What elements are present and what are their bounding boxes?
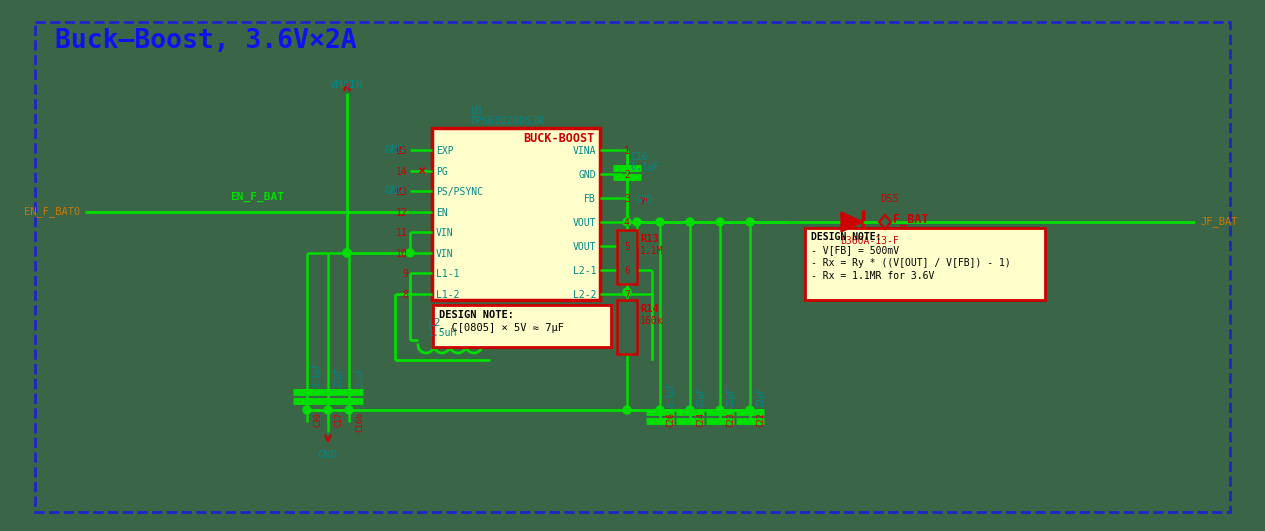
Circle shape bbox=[716, 406, 724, 414]
Circle shape bbox=[686, 218, 694, 226]
Text: GND: GND bbox=[385, 145, 405, 155]
Text: 22μF: 22μF bbox=[726, 387, 735, 407]
Bar bbox=[617, 230, 638, 284]
Text: C22: C22 bbox=[756, 412, 765, 427]
Text: 0.1μF: 0.1μF bbox=[312, 362, 323, 387]
Circle shape bbox=[746, 218, 754, 226]
Text: TPS63020DSJR: TPS63020DSJR bbox=[471, 116, 545, 126]
Text: VOUT: VOUT bbox=[573, 242, 596, 252]
Bar bbox=[617, 300, 638, 354]
Text: FB: FB bbox=[584, 194, 596, 204]
Text: ×: × bbox=[416, 164, 425, 177]
Text: C30: C30 bbox=[312, 412, 323, 427]
Circle shape bbox=[406, 249, 414, 257]
Circle shape bbox=[657, 406, 664, 414]
Text: C23: C23 bbox=[726, 412, 735, 427]
Text: EXP: EXP bbox=[436, 146, 454, 156]
Text: 6: 6 bbox=[624, 266, 630, 276]
Bar bbox=[433, 305, 611, 347]
Text: 1: 1 bbox=[624, 146, 630, 156]
Text: VINA: VINA bbox=[573, 146, 596, 156]
Text: 22μF: 22μF bbox=[696, 387, 705, 407]
Circle shape bbox=[304, 406, 311, 414]
Text: DESIGN NOTE:: DESIGN NOTE: bbox=[439, 310, 514, 320]
Text: DESIGN NOTE:: DESIGN NOTE: bbox=[811, 232, 882, 242]
Circle shape bbox=[345, 406, 353, 414]
Text: U3: U3 bbox=[471, 106, 482, 116]
Text: GND: GND bbox=[635, 195, 653, 205]
Circle shape bbox=[657, 218, 664, 226]
Circle shape bbox=[622, 406, 631, 414]
Bar bbox=[433, 128, 600, 300]
Text: 11: 11 bbox=[396, 228, 409, 238]
Text: VMAIN: VMAIN bbox=[330, 80, 364, 90]
Text: F_BAT: F_BAT bbox=[893, 213, 929, 227]
Text: VIN: VIN bbox=[436, 249, 454, 259]
Text: 0.1μF: 0.1μF bbox=[665, 382, 676, 407]
Text: C16: C16 bbox=[630, 152, 648, 162]
Text: 12: 12 bbox=[396, 208, 409, 218]
Text: L2: L2 bbox=[428, 318, 441, 328]
Text: 7: 7 bbox=[624, 290, 630, 300]
Text: PG: PG bbox=[436, 167, 448, 177]
Text: R13: R13 bbox=[640, 234, 659, 244]
Text: 4: 4 bbox=[624, 218, 630, 228]
Circle shape bbox=[716, 218, 724, 226]
Text: VIN: VIN bbox=[436, 228, 454, 238]
Circle shape bbox=[622, 288, 631, 296]
Text: EN_F_BAT0: EN_F_BAT0 bbox=[24, 206, 80, 217]
Text: C17: C17 bbox=[334, 412, 343, 427]
Text: GND: GND bbox=[578, 170, 596, 180]
Text: 22μF: 22μF bbox=[756, 387, 765, 407]
Text: L1-1: L1-1 bbox=[436, 269, 459, 279]
Text: L2-1: L2-1 bbox=[573, 266, 596, 276]
Text: BUCK-BOOST: BUCK-BOOST bbox=[522, 132, 595, 145]
Text: 0.1μF: 0.1μF bbox=[630, 162, 659, 172]
Text: R14: R14 bbox=[640, 304, 659, 314]
Text: L2-2: L2-2 bbox=[573, 290, 596, 300]
Text: EN: EN bbox=[436, 208, 448, 218]
Text: PS/PSYNC: PS/PSYNC bbox=[436, 187, 483, 197]
Circle shape bbox=[324, 406, 331, 414]
Circle shape bbox=[686, 406, 694, 414]
Text: 160k: 160k bbox=[640, 316, 664, 326]
Circle shape bbox=[632, 218, 641, 226]
Text: - C[0805] × 5V ≈ 7μF: - C[0805] × 5V ≈ 7μF bbox=[439, 323, 564, 333]
Circle shape bbox=[622, 218, 631, 226]
Text: 22μF: 22μF bbox=[355, 367, 364, 387]
Text: - Rx = 1.1MR for 3.6V: - Rx = 1.1MR for 3.6V bbox=[811, 271, 935, 281]
Text: B360A-13-F: B360A-13-F bbox=[840, 236, 898, 246]
Text: C16b: C16b bbox=[355, 412, 364, 432]
Text: 5: 5 bbox=[624, 242, 630, 252]
Text: 1.5uH: 1.5uH bbox=[428, 328, 458, 338]
Text: 2: 2 bbox=[624, 170, 630, 180]
Text: 13: 13 bbox=[396, 187, 409, 197]
Text: 14: 14 bbox=[396, 167, 409, 177]
Text: 10: 10 bbox=[396, 249, 409, 259]
Text: - Rx = Ry * ((V[OUT] / V[FB]) - 1): - Rx = Ry * ((V[OUT] / V[FB]) - 1) bbox=[811, 258, 1011, 268]
Text: 15: 15 bbox=[396, 146, 409, 156]
Text: 22μF: 22μF bbox=[334, 367, 343, 387]
Text: 3: 3 bbox=[624, 194, 630, 204]
Circle shape bbox=[343, 249, 350, 257]
Text: VOUT: VOUT bbox=[573, 218, 596, 228]
Text: 1.1M: 1.1M bbox=[640, 246, 664, 256]
Text: DS5: DS5 bbox=[880, 194, 898, 204]
Text: GND: GND bbox=[318, 450, 338, 460]
Text: Buck–Boost, 3.6V×2A: Buck–Boost, 3.6V×2A bbox=[54, 28, 357, 54]
Polygon shape bbox=[841, 212, 863, 232]
Text: - V[FB] = 500mV: - V[FB] = 500mV bbox=[811, 245, 899, 255]
Text: JF_BAT: JF_BAT bbox=[1200, 217, 1237, 227]
Text: C24: C24 bbox=[696, 412, 705, 427]
Circle shape bbox=[746, 406, 754, 414]
Text: EN_F_BAT: EN_F_BAT bbox=[230, 192, 285, 202]
Text: GND: GND bbox=[385, 186, 405, 196]
Bar bbox=[805, 228, 1045, 300]
Text: L1-2: L1-2 bbox=[436, 290, 459, 300]
Text: 8: 8 bbox=[402, 290, 409, 300]
Text: 9: 9 bbox=[402, 269, 409, 279]
Circle shape bbox=[343, 249, 350, 257]
Text: C26: C26 bbox=[665, 412, 676, 427]
